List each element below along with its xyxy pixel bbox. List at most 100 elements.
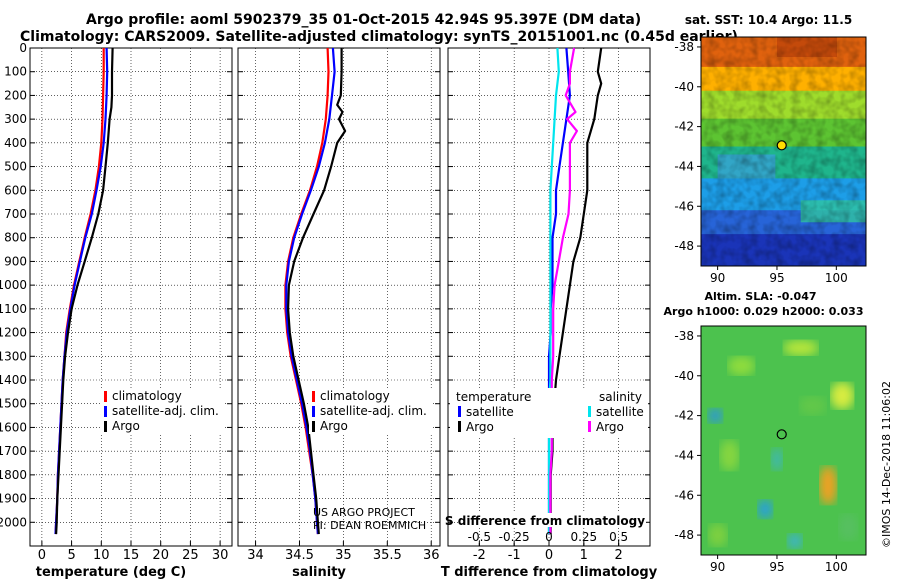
legend-label: Argo <box>320 419 348 433</box>
x-tick-label: 35.5 <box>373 548 402 563</box>
x-axis-label: temperature (deg C) <box>36 565 186 580</box>
legend-swatch <box>588 406 591 417</box>
depth-tick-label: 1300 <box>0 349 27 363</box>
x-tick-label: 15 <box>123 548 140 563</box>
sst-texture <box>701 37 866 266</box>
figure-title-line-2: Climatology: CARS2009. Satellite-adjuste… <box>20 29 738 45</box>
series-line-argo <box>55 47 114 535</box>
depth-tick-label: 2000 <box>0 515 27 529</box>
legend-swatch <box>104 391 107 402</box>
legend-bg <box>450 388 648 438</box>
x-tick-label: 0 <box>38 548 46 563</box>
depth-tick-label: 1000 <box>0 278 27 292</box>
legend-title-right: salinity <box>599 390 642 404</box>
legend-swatch <box>104 406 107 417</box>
map-x-tick-label: 90 <box>710 560 725 574</box>
depth-tick-label: 1900 <box>0 492 27 506</box>
s-tick-label: 0.5 <box>609 530 628 544</box>
x-tick-label: 1 <box>580 548 588 563</box>
depth-tick-label: 1600 <box>0 420 27 434</box>
map-field <box>701 326 866 555</box>
credit-line-1: US ARGO PROJECT <box>313 506 415 519</box>
series-line-satellite-adj-clim- <box>54 47 109 535</box>
legend-label: satellite <box>466 405 514 419</box>
sla-anomaly-blob <box>770 447 783 472</box>
depth-tick-label: 1500 <box>0 397 27 411</box>
map-field <box>701 37 866 266</box>
sla-anomaly-blob <box>727 355 756 376</box>
map-x-tick-label: 100 <box>825 271 848 285</box>
depth-tick-label: 200 <box>4 88 27 102</box>
legend-title-left: temperature <box>456 390 531 404</box>
x-tick-label: 35 <box>335 548 352 563</box>
s-tick-label: 0.25 <box>570 530 597 544</box>
depth-tick-label: 800 <box>4 231 27 245</box>
depth-tick-label: 1100 <box>0 302 27 316</box>
legend-label: satellite-adj. clim. <box>112 404 219 418</box>
legend-differences: temperaturesatelliteArgosalinitysatellit… <box>450 388 648 438</box>
depth-tick-label: 500 <box>4 160 27 174</box>
sla-anomaly-blob <box>719 439 740 472</box>
x-tick-label: 2 <box>615 548 623 563</box>
chart-salinity: 34 34.5 35 35.5 36 salinity climatologysatelli… <box>237 47 441 580</box>
float-position-marker <box>776 140 787 151</box>
series-line-s-satellite <box>547 47 560 535</box>
series-line-satellite-adj-clim- <box>285 47 336 535</box>
sla-anomaly-blob <box>757 499 774 520</box>
map-x-tick-label: 100 <box>825 560 848 574</box>
map-y-tick-label: -38 <box>674 40 694 54</box>
depth-tick-label: 400 <box>4 136 27 150</box>
map-title: sat. SST: 10.4 Argo: 11.5 <box>685 13 852 27</box>
depth-tick-label: 900 <box>4 254 27 268</box>
map-y-tick-label: -46 <box>674 488 694 502</box>
legend-swatch <box>458 406 461 417</box>
legend-swatch <box>104 421 107 432</box>
x-tick-label: 10 <box>93 548 110 563</box>
map-y-tick-label: -40 <box>674 369 694 383</box>
map-x-tick-label: 95 <box>769 560 784 574</box>
legend-label: climatology <box>320 389 390 403</box>
map-frame <box>700 325 867 556</box>
x-axis-label: salinity <box>292 565 346 580</box>
legend-label: satellite-adj. clim. <box>320 404 427 418</box>
depth-tick-label: 1700 <box>0 444 27 458</box>
sla-anomaly-blob <box>707 523 728 548</box>
depth-tick-label: 1400 <box>0 373 27 387</box>
plot-frame <box>237 47 441 547</box>
sla-anomaly-blob <box>819 465 838 506</box>
depth-tick-label: 1200 <box>0 326 27 340</box>
x-tick-label: 30 <box>212 548 229 563</box>
credit-line-2: PI: DEAN ROEMMICH <box>313 519 426 532</box>
s-tick-label: 0 <box>545 530 553 544</box>
float-position-marker <box>776 429 787 440</box>
map-y-tick-label: -38 <box>674 329 694 343</box>
legend-swatch <box>458 421 461 432</box>
chart-sla_map: 90 95 100 -38 -40 -42 -44 -46 -48 Altim. SLA: -0.… <box>664 290 893 574</box>
legend-label: Argo <box>112 419 140 433</box>
depth-tick-label: 0 <box>19 41 27 55</box>
x-tick-label: -1 <box>508 548 521 563</box>
sla-anomaly-blob <box>707 407 724 424</box>
series-line-climatology <box>284 47 330 535</box>
sla-anomaly-blob <box>798 395 827 416</box>
imos-timestamp: ©IMOS 14-Dec-2018 11:06:02 <box>880 381 893 548</box>
chart-sst_map: 90 95 100 -38 -40 -42 -44 -46 -48 sat. SST: 10.4 … <box>674 13 867 285</box>
s-axis-label: S difference from climatology <box>445 514 645 528</box>
depth-tick-label: 600 <box>4 183 27 197</box>
s-tick-label: -0.5 <box>468 530 491 544</box>
series-line-climatology <box>54 48 105 535</box>
map-x-tick-label: 90 <box>710 271 725 285</box>
legend-swatch <box>588 421 591 432</box>
depth-tick-label: 100 <box>4 65 27 79</box>
sla-anomaly-blob <box>782 339 819 356</box>
depth-tick-label: 300 <box>4 112 27 126</box>
legend-label: satellite <box>596 405 644 419</box>
x-tick-label: -2 <box>473 548 486 563</box>
map-frame <box>700 36 867 267</box>
series-line-s-argo <box>549 47 579 535</box>
map-y-tick-label: -40 <box>674 80 694 94</box>
sla-anomaly-blob <box>838 513 859 542</box>
sla-anomaly-blob <box>830 381 855 410</box>
